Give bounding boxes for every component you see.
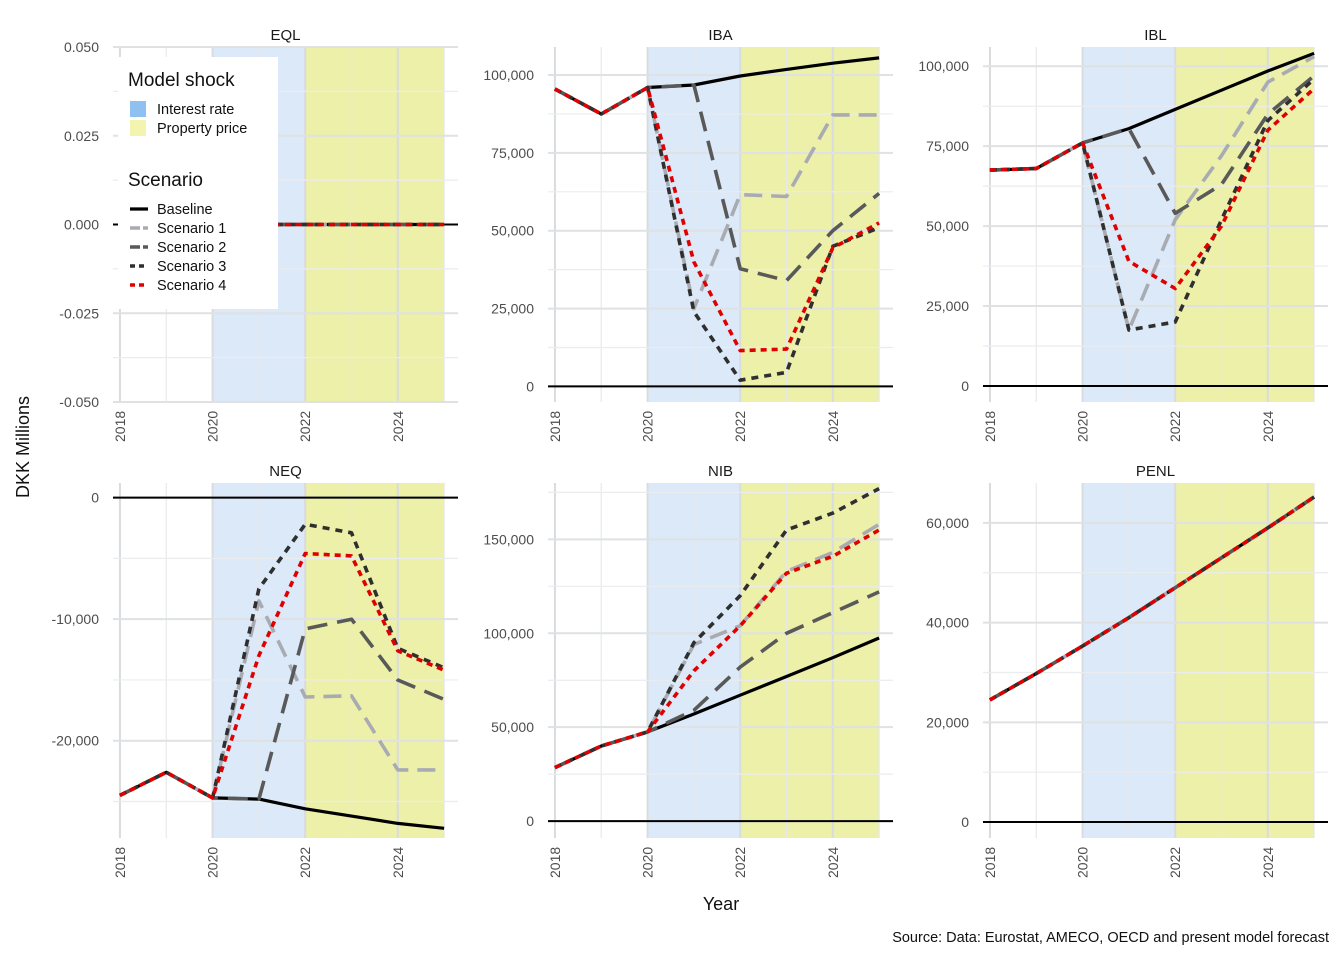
panel-title: EQL [270,27,300,44]
y-tick-label: -10,000 [52,611,100,627]
panel-title: IBL [1144,27,1167,44]
legend-swatch-interest-rate [130,101,146,117]
series-line-scenario-3 [554,85,880,383]
x-tick-label: 2018 [982,847,998,878]
y-tick-label: 50,000 [491,223,534,239]
x-tick-label: 2018 [112,847,128,878]
x-tick-label: 2022 [1167,411,1183,442]
y-tick-label: 40,000 [926,615,969,631]
x-tick-label: 2018 [547,411,563,442]
panel-neq: NEQ -20,000 -10,000 0 2018 2020 2022 2024 [52,463,458,878]
y-tick-label: 100,000 [918,58,969,74]
y-tick-label: 60,000 [926,515,969,531]
y-tick-label: 50,000 [491,719,534,735]
x-tick-label: 2020 [1075,847,1091,878]
y-tick-label: 100,000 [483,625,534,641]
series-lines [554,487,881,770]
panel-title: PENL [1136,463,1175,480]
x-tick-label: 2022 [1167,847,1183,878]
y-axis-title: DKK Millions [13,396,33,498]
legend-scenario-title: Scenario [128,170,203,191]
panel-nib: NIB 0 50,000 100,000 150,000 2018 2020 2022 2024 [483,463,893,878]
panel-penl: PENL 0 20,000 40,000 60,000 2018 2020 2022 2024 [926,463,1328,878]
y-tick-label: 75,000 [926,138,969,154]
x-tick-label: 2020 [205,847,221,878]
series-line-scenario-2 [554,590,880,770]
y-tick-label: 75,000 [491,145,534,161]
legend-label-baseline: Baseline [157,202,213,218]
y-tick-label: 100,000 [483,67,534,83]
series-line-scenario-3 [119,522,445,800]
y-tick-label: 0.025 [64,128,99,144]
series-line-scenario-4 [119,551,445,800]
legend-label-scenario-4: Scenario 4 [157,278,226,294]
series-line-scenario-4 [989,495,1316,702]
legend-background [118,57,278,309]
legend-swatch-property-price [130,120,146,136]
y-tick-label: 0.050 [64,39,99,55]
x-tick-label: 2024 [390,847,406,878]
y-tick-label: 0 [961,378,969,394]
legend-label-interest-rate: Interest rate [157,102,234,118]
x-tick-label: 2024 [1260,411,1276,442]
y-tick-label: 150,000 [483,531,534,547]
x-tick-label: 2020 [205,411,221,442]
x-tick-label: 2024 [825,411,841,442]
x-tick-label: 2018 [547,847,563,878]
legend-label-scenario-1: Scenario 1 [157,221,226,237]
x-tick-label: 2022 [732,847,748,878]
x-tick-label: 2020 [1075,411,1091,442]
y-tick-label: 0.000 [64,217,99,233]
x-tick-label: 2024 [1260,847,1276,878]
y-tick-label: 25,000 [926,298,969,314]
series-line-scenario-4 [989,87,1316,291]
legend: Model shock Interest rate Property price… [118,57,278,309]
y-tick-label: 0 [526,378,534,394]
series-lines [119,522,445,830]
series-line-scenario-4 [554,528,880,770]
x-tick-label: 2018 [112,411,128,442]
y-tick-label: -0.025 [59,305,99,321]
panel-ibl: IBL 0 25,000 50,000 75,000 100,000 2018 2020 202… [918,27,1328,442]
series-lines [989,51,1316,332]
x-tick-label: 2020 [640,847,656,878]
series-line-scenario-2 [989,74,1316,216]
x-tick-label: 2022 [732,411,748,442]
series-lines [989,495,1316,702]
y-tick-label: 20,000 [926,714,969,730]
x-tick-label: 2024 [825,847,841,878]
legend-label-property-price: Property price [157,121,247,137]
x-tick-label: 2018 [982,411,998,442]
legend-label-scenario-3: Scenario 3 [157,259,226,275]
source-caption: Source: Data: Eurostat, AMECO, OECD and … [892,930,1329,946]
y-tick-label: 50,000 [926,218,969,234]
panel-title: NEQ [269,463,302,480]
legend-shock-title: Model shock [128,70,235,91]
legend-label-scenario-2: Scenario 2 [157,240,226,256]
y-tick-label: 0 [91,490,99,506]
series-lines [554,56,881,383]
panel-iba: IBA 0 25,000 50,000 75,000 100,000 2018 2020 202… [483,27,893,442]
y-tick-label: 0 [961,814,969,830]
shock-band-property-price [740,47,880,402]
x-tick-label: 2022 [297,847,313,878]
panel-title: IBA [708,27,732,44]
x-tick-label: 2020 [640,411,656,442]
y-tick-label: -0.050 [59,394,99,410]
shock-band-property-price [1175,483,1315,838]
x-tick-label: 2024 [390,411,406,442]
chart-panels: EQL -0.050 -0.025 0.000 0.025 0.050 2018 2020 20… [52,27,1328,878]
y-tick-label: 0 [526,813,534,829]
x-axis-title: Year [703,894,739,914]
y-tick-label: 25,000 [491,301,534,317]
shock-band-property-price [740,483,880,838]
panel-title: NIB [708,463,733,480]
series-line-scenario-3 [989,495,1316,702]
x-tick-label: 2022 [297,411,313,442]
y-tick-label: -20,000 [52,733,100,749]
series-line-scenario-2 [554,83,881,283]
